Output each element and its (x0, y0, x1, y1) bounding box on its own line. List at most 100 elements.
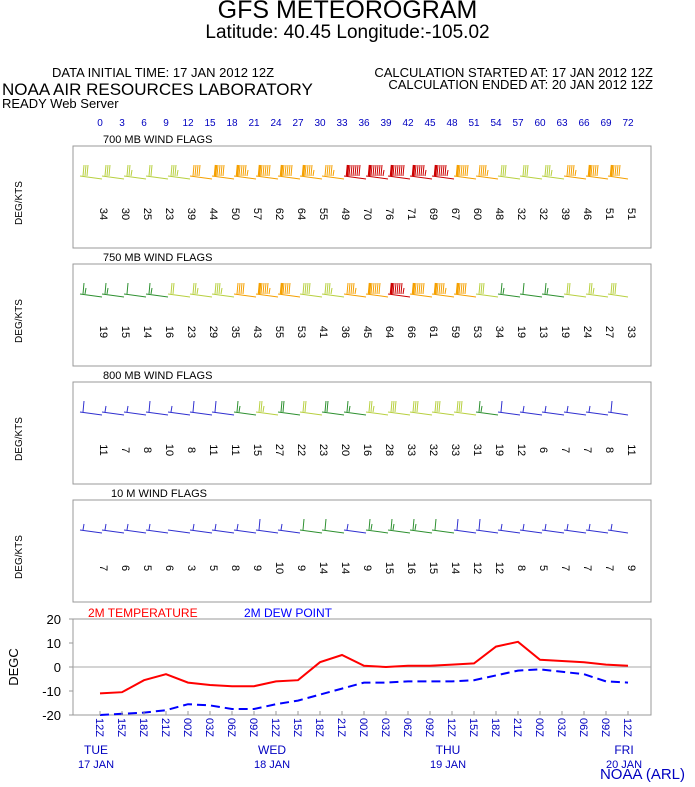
wind-barb-shaft (541, 411, 565, 416)
wind-barb-tick (587, 164, 592, 177)
wind-barb-tick (280, 400, 283, 413)
wind-barb-tick (286, 164, 289, 177)
wind-barb-tick (306, 282, 309, 295)
wind-barb-tick (372, 282, 375, 295)
wind-speed-label: 5 (141, 565, 153, 571)
wind-speed-label: 15 (119, 326, 131, 338)
wind-barb-tick (380, 164, 383, 177)
wind-barb-tick (356, 164, 359, 177)
wind-speed-label: 12 (493, 562, 505, 574)
wind-speed-label: 9 (295, 565, 307, 571)
wind-barb-tick (308, 282, 311, 295)
wind-barb-shaft (387, 411, 411, 416)
wind-barb-tick (610, 282, 613, 295)
wind-speed-label: 41 (317, 326, 329, 338)
wind-speed-label: 14 (317, 562, 329, 574)
wind-barb-half-tick (220, 287, 223, 295)
wind-speed-label: 61 (427, 326, 439, 338)
wind-barb-shaft (563, 175, 587, 180)
forecast-hour-label: 72 (622, 118, 634, 129)
wind-barb-half-tick (392, 523, 395, 531)
wind-barb-half-tick (246, 169, 249, 177)
day-label: WED (258, 743, 286, 757)
wind-barb-tick (106, 164, 109, 177)
forecast-hour-label: 15 (204, 118, 216, 129)
wind-barb-shaft (409, 411, 433, 416)
forecast-hour-label: 36 (358, 118, 370, 129)
wind-barb-tick (378, 282, 381, 295)
wind-barb-half-tick (332, 169, 335, 177)
wind-speed-label: 14 (141, 326, 153, 338)
calculation-started: CALCULATION STARTED AT: 17 JAN 2012 12Z (374, 65, 653, 80)
wind-barb-tick (455, 164, 460, 177)
date-label: 18 JAN (254, 759, 290, 771)
wind-speed-label: 6 (537, 447, 549, 453)
wind-barb-tick (482, 164, 485, 177)
wind-barb-half-tick (262, 405, 265, 413)
legend-temperature: 2M TEMPERATURE (88, 606, 198, 620)
wind-barb-half-tick (268, 287, 271, 295)
time-tick-label: 00Z (533, 718, 545, 737)
credit-label: NOAA (ARL) (599, 766, 685, 783)
wind-barb-shaft (123, 411, 147, 416)
wind-barb-half-tick (544, 523, 547, 531)
time-tick-label: 09Z (599, 718, 611, 737)
wind-barb-shaft (145, 529, 169, 534)
time-tick-label: 15Z (291, 718, 303, 737)
wind-speed-label: 30 (119, 208, 131, 220)
wind-barb-shaft (277, 293, 301, 298)
wind-barb-shaft (519, 175, 543, 180)
wind-speed-label: 5 (537, 565, 549, 571)
wind-barb-tick (194, 282, 197, 295)
wind-barb-shaft (387, 175, 411, 180)
wind-barb-tick (194, 164, 197, 177)
wind-barb-shaft (409, 293, 433, 298)
wind-barb-half-tick (444, 287, 447, 295)
wind-barb-tick (478, 282, 481, 295)
wind-barb-shaft (519, 529, 543, 534)
wind-barb-shaft (585, 411, 609, 416)
wind-barb-half-tick (372, 405, 375, 413)
wind-barb-tick (302, 518, 305, 531)
wind-barb-tick (548, 164, 551, 177)
wind-barb-tick (411, 164, 416, 177)
wind-barb-tick (174, 164, 177, 177)
wind-barb-shaft (541, 175, 565, 180)
date-label: 19 JAN (430, 759, 466, 771)
wind-barb-tick (290, 164, 293, 177)
wind-panel-ylabel: DEG/KTS (14, 181, 25, 225)
forecast-hour-label: 45 (424, 118, 436, 129)
wind-speed-label: 44 (207, 208, 219, 220)
wind-barb-tick (418, 282, 421, 295)
wind-barb-tick (328, 164, 331, 177)
wind-barb-shaft (497, 293, 521, 298)
wind-barb-tick (258, 400, 261, 413)
wind-panel-frame (72, 263, 652, 367)
wind-speed-label: 10 (163, 444, 175, 456)
wind-barb-tick (324, 400, 327, 413)
forecast-hour-label: 27 (292, 118, 304, 129)
wind-barb-half-tick (170, 405, 173, 413)
wind-barb-tick (455, 282, 460, 295)
time-tick-label: 03Z (203, 718, 215, 737)
wind-speed-label: 14 (449, 562, 461, 574)
wind-barb-shaft (299, 411, 323, 416)
wind-barb-shaft (211, 175, 235, 180)
wind-speed-label: 6 (119, 565, 131, 571)
wind-speed-label: 70 (361, 208, 373, 220)
wind-barb-half-tick (84, 287, 87, 295)
wind-speed-label: 8 (603, 447, 615, 453)
wind-barb-tick (306, 164, 309, 177)
wind-barb-tick (570, 164, 573, 177)
wind-barb-tick (389, 282, 394, 295)
wind-barb-tick (416, 164, 419, 177)
wind-barb-shaft (585, 293, 609, 298)
wind-speed-label: 15 (383, 562, 395, 574)
wind-barb-tick (302, 282, 305, 295)
wind-barb-tick (400, 282, 403, 295)
forecast-hour-label: 30 (314, 118, 326, 129)
wind-barb-shaft (387, 529, 411, 534)
wind-barb-tick (420, 164, 423, 177)
wind-speed-label: 22 (295, 444, 307, 456)
wind-barb-tick (434, 518, 437, 531)
